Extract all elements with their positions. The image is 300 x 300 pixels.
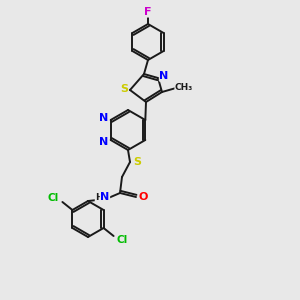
Text: S: S xyxy=(120,84,128,94)
Text: N: N xyxy=(159,71,169,81)
Text: Cl: Cl xyxy=(117,235,128,245)
Text: H: H xyxy=(95,193,103,202)
Text: Cl: Cl xyxy=(48,193,59,203)
Text: S: S xyxy=(133,157,141,167)
Text: O: O xyxy=(138,192,148,202)
Text: F: F xyxy=(144,7,152,17)
Text: N: N xyxy=(99,137,108,147)
Text: CH₃: CH₃ xyxy=(175,82,193,91)
Text: N: N xyxy=(100,192,109,202)
Text: N: N xyxy=(99,113,108,123)
